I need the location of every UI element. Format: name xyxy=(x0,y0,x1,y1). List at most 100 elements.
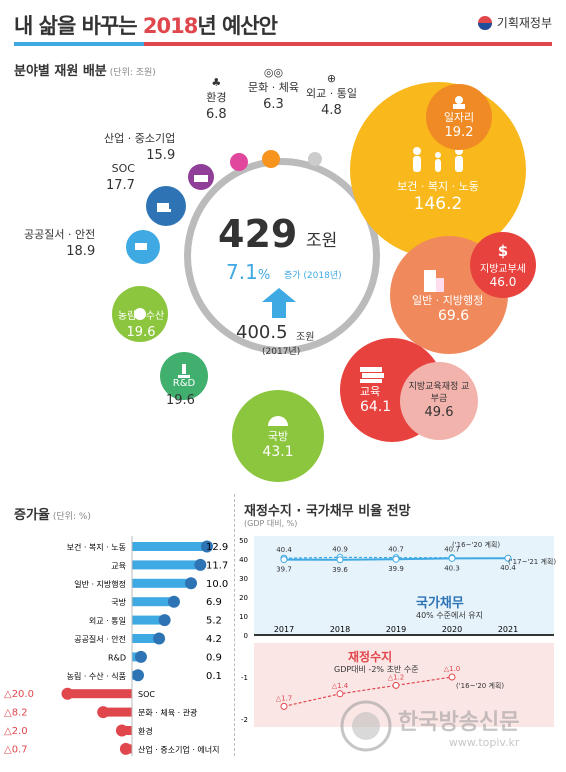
bubble-culture xyxy=(262,150,280,168)
growth-bar-icon xyxy=(200,540,213,553)
fiscal-point xyxy=(448,554,456,562)
fiscal-point xyxy=(280,702,288,710)
fiscal-point-label: 39.6 xyxy=(332,566,348,574)
fiscal-point-label: 40.9 xyxy=(332,545,348,553)
balance-area xyxy=(254,643,554,727)
taegeuk-icon xyxy=(477,15,492,30)
fiscal-ytick: 0 xyxy=(244,632,248,640)
fish-icon xyxy=(134,308,146,320)
growth-cat-label: SOC xyxy=(138,690,155,699)
fiscal-point xyxy=(336,556,344,564)
fiscal-ytick: 40 xyxy=(239,556,248,564)
ministry-logo: 기획재정부 xyxy=(477,14,552,31)
growth-bar-icon xyxy=(132,669,144,682)
growth-bar xyxy=(132,542,203,551)
fiscal-line-chart: 50 40 30 20 10 0 -1 -2 2017 2018 2019 2020 2021 40.4 4… xyxy=(239,536,554,727)
growth-bar xyxy=(132,597,170,607)
growth-value-label: △8.2 xyxy=(4,708,28,719)
glasses-icon: ◎◎ xyxy=(263,66,284,79)
growth-bar-icon xyxy=(167,595,180,608)
growth-bar xyxy=(132,578,187,588)
growth-bar xyxy=(132,652,137,662)
balance-note: GDP대비 -2% 초반 수준 xyxy=(334,665,419,674)
debt-area xyxy=(254,536,554,635)
label-env: ♣ 환경 6.8 xyxy=(206,76,227,122)
label-foreign: ⊕ 외교 · 통일 4.8 xyxy=(306,72,357,118)
total-unit: 조원 xyxy=(306,231,338,251)
fiscal-point xyxy=(504,554,512,562)
label-safety: 공공질서 · 안전 18.9 xyxy=(24,228,96,259)
fiscal-xtick: 2017 xyxy=(274,625,294,634)
bubble-safety xyxy=(126,230,160,264)
fiscal-series-line xyxy=(283,676,453,707)
growth-value-label: 0.1 xyxy=(206,671,222,682)
balance-label: 재정수지 xyxy=(348,650,393,664)
growth-bar-icon xyxy=(61,687,74,700)
alloc-title: 분야별 재원 배분 (단위: 조원) xyxy=(14,64,156,79)
growth-cat-label: 국방 xyxy=(111,597,126,607)
growth-value-label: △0.7 xyxy=(4,744,28,755)
tree-icon: ♣ xyxy=(211,76,222,89)
bubble-soc xyxy=(146,186,186,226)
fiscal-point xyxy=(280,556,288,564)
growth-value-label: 4.2 xyxy=(206,634,222,645)
fiscal-point-label: △1.0 xyxy=(444,665,461,673)
bubble-edu-grant: 지방교육재정 교부금 49.6 xyxy=(400,362,478,440)
growth-bar xyxy=(132,560,197,570)
fiscal-unit: (GDP 대비, %) xyxy=(244,519,298,528)
growth-cat-label: 보건 · 복지 · 노동 xyxy=(67,542,126,552)
building-icon xyxy=(424,270,444,292)
excavator-icon xyxy=(157,203,171,212)
microscope-icon xyxy=(178,363,190,378)
bubble-jobs: 일자리 19.2 xyxy=(426,84,492,150)
bubble-industry xyxy=(188,164,214,190)
fiscal-point xyxy=(336,690,344,698)
rate-value: 7.1% xyxy=(226,260,271,284)
growth-bar-icon xyxy=(115,724,128,737)
fiscal-point-label: 40.7 xyxy=(388,546,404,554)
growth-bar-icon xyxy=(153,632,166,645)
fiscal-xtick: 2019 xyxy=(386,625,406,634)
family-icon xyxy=(413,147,463,172)
books-icon xyxy=(360,367,384,383)
prev-year: (2017년) xyxy=(262,347,301,357)
fiscal-point-label: △1.4 xyxy=(332,682,349,690)
growth-cat-label: 공공질서 · 안전 xyxy=(74,634,126,644)
rate-note: 증가 (2018년) xyxy=(284,271,342,281)
prev-value: 400.5 xyxy=(236,322,288,343)
growth-value-label: 11.7 xyxy=(206,560,228,571)
growth-cat-label: 일반 · 지방행정 xyxy=(74,579,126,589)
growth-bar-icon xyxy=(185,577,197,590)
fiscal-point-label: 40.4 xyxy=(276,546,292,554)
label-industry: 산업 · 중소기업 15.9 xyxy=(104,132,176,163)
bubble-agri xyxy=(112,286,168,342)
fiscal-point-label: 39.9 xyxy=(388,565,404,573)
fiscal-xtick: 2020 xyxy=(442,625,462,634)
fiscal-point-label: △1.2 xyxy=(388,673,405,681)
fiscal-xtick: 2021 xyxy=(498,625,518,634)
fiscal-point xyxy=(392,681,400,689)
growth-title: 증가율 (단위: %) xyxy=(14,508,91,523)
growth-value-label: △2.0 xyxy=(4,726,28,737)
total-value: 429 xyxy=(218,212,298,256)
fiscal-point xyxy=(392,555,400,563)
growth-cat-label: 교육 xyxy=(111,561,126,570)
growth-cat-label: R&D xyxy=(108,653,126,662)
center-circle xyxy=(184,158,380,354)
cctv-icon xyxy=(135,243,147,250)
growth-value-label: 12.9 xyxy=(206,542,228,553)
section-divider xyxy=(234,494,235,756)
up-arrow-icon xyxy=(262,288,296,318)
fiscal-ytick: 10 xyxy=(239,613,248,621)
dollar-icon: $ xyxy=(497,241,509,260)
growth-bar-icon xyxy=(158,614,171,627)
growth-value-label: △20.0 xyxy=(4,689,34,700)
growth-bar-icon xyxy=(119,742,132,755)
debt-label: 국가채무 xyxy=(416,596,464,611)
fiscal-ytick: 50 xyxy=(239,537,248,545)
globe-icon: ⊕ xyxy=(326,72,337,85)
note-debt-old: ('16~'20 계획) xyxy=(452,541,501,549)
growth-bar-chart: 보건 · 복지 · 노동 12.9 교육 11.7 일반 · 지방행정 10.0 국방 6.9… xyxy=(4,536,228,756)
fiscal-point xyxy=(448,673,456,681)
factory-icon xyxy=(194,175,208,182)
